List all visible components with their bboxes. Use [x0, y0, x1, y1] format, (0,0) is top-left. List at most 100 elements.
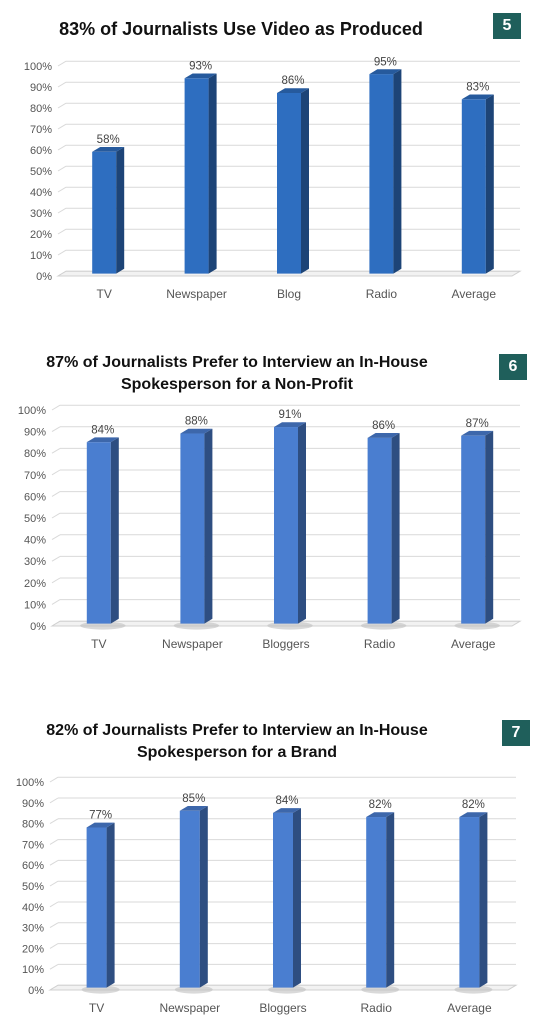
bar-top [459, 812, 488, 818]
data-label: 91% [278, 409, 301, 421]
gridline-depth [51, 512, 61, 519]
y-tick-label: 70% [22, 839, 44, 851]
x-category-label: Bloggers [262, 637, 309, 651]
bar-side [204, 428, 213, 624]
gridline-depth [51, 469, 61, 476]
x-category-label: Blog [277, 287, 301, 301]
chart-title-line-1: 82% of Journalists Prefer to Interview a… [46, 722, 428, 739]
bar-chart-plot: 0% 10% 20% 30% 40% 50% 60% 70% 80% 90% 100% 84% TV 88… [18, 404, 522, 651]
data-label: 83% [466, 82, 489, 94]
bar-side [298, 422, 306, 624]
bar-radio [367, 437, 392, 624]
gridline-depth [51, 555, 61, 562]
gridline-depth [57, 81, 67, 88]
y-tick-label: 80% [22, 819, 44, 831]
bar-average [459, 817, 480, 988]
bar-side [208, 73, 217, 274]
chart-title: 87% of Journalists Prefer to Interview a… [0, 352, 474, 396]
gridline-depth [49, 963, 59, 970]
chart-non-profit-spokesperson: 87% of Journalists Prefer to Interview a… [0, 346, 534, 666]
gridline-depth [49, 901, 59, 908]
bar-radio [366, 817, 387, 988]
bar-radio [369, 74, 394, 274]
chart-video-as-produced: 83% of Journalists Use Video as Produced… [0, 0, 534, 318]
bar-chart-plot: 0% 10% 20% 30% 40% 50% 60% 70% 80% 90% 100% 77% TV 85… [16, 776, 518, 1015]
gridline-depth [51, 534, 61, 541]
y-tick-label: 40% [30, 187, 52, 199]
chart-number-badge: 6 [499, 354, 527, 380]
y-tick-label: 20% [30, 229, 52, 241]
y-tick-label: 80% [24, 448, 46, 460]
bar-top [274, 422, 306, 428]
bar-side [106, 822, 115, 988]
gridline-depth [51, 426, 61, 433]
gridline-depth [49, 922, 59, 929]
y-tick-label: 0% [30, 621, 46, 633]
data-label: 84% [91, 424, 114, 436]
y-tick-label: 20% [22, 943, 44, 955]
y-tick-label: 50% [30, 166, 52, 178]
bar-side [293, 808, 301, 988]
bar-side [391, 433, 400, 624]
y-tick-label: 30% [24, 556, 46, 568]
gridline-depth [57, 249, 67, 256]
gridline-depth [57, 123, 67, 130]
data-label: 86% [281, 75, 304, 87]
y-tick-label: 20% [24, 578, 46, 590]
y-tick-label: 0% [28, 985, 44, 997]
bar-top [273, 808, 301, 813]
y-tick-label: 10% [30, 250, 52, 262]
data-label: 93% [189, 61, 212, 73]
gridline-depth [57, 60, 67, 67]
y-tick-label: 50% [22, 881, 44, 893]
bar-top [367, 433, 400, 438]
bar-tv [86, 827, 107, 988]
bar-top [366, 812, 395, 818]
gridline-depth [49, 818, 59, 825]
bar-side [386, 812, 395, 988]
x-category-label: Newspaper [159, 1001, 220, 1015]
x-category-label: Newspaper [162, 637, 223, 651]
gridline-depth [49, 859, 59, 866]
chart-title-line-2: Spokesperson for a Non-Profit [120, 376, 354, 393]
y-tick-label: 60% [22, 860, 44, 872]
y-tick-label: 70% [24, 470, 46, 482]
bar-newspaper [180, 433, 205, 624]
x-category-label: TV [89, 1001, 104, 1015]
y-tick-label: 40% [24, 535, 46, 547]
bar-top [184, 73, 217, 79]
bar-side [116, 147, 125, 274]
gridline-depth [49, 839, 59, 845]
y-tick-label: 50% [24, 513, 46, 525]
y-tick-label: 90% [22, 798, 44, 810]
gridline-depth [51, 447, 61, 454]
bar-chart-plot: 0% 10% 20% 30% 40% 50% 60% 70% 80% 90% 100% 58% TV 93… [24, 56, 522, 301]
bar-top [461, 430, 494, 436]
bar-tv [86, 442, 111, 624]
bar-top [277, 88, 309, 93]
bar-top [92, 147, 125, 152]
gridline-depth [51, 599, 61, 605]
chart-number-badge: 5 [493, 13, 521, 39]
bar-average [461, 435, 486, 624]
bar-bloggers [273, 812, 293, 988]
data-label: 84% [275, 795, 298, 807]
gridline-depth [57, 165, 67, 172]
gridline-depth [57, 102, 67, 109]
gridline-depth [49, 880, 59, 887]
data-label: 58% [97, 134, 120, 146]
bar-top [461, 94, 494, 100]
bar-top [180, 428, 213, 434]
y-tick-label: 40% [22, 902, 44, 914]
bar-top [86, 822, 115, 828]
chart-title: 83% of Journalists Use Video as Produced [59, 19, 423, 39]
gridline-depth [57, 144, 67, 151]
y-tick-label: 30% [22, 923, 44, 935]
bar-tv [92, 151, 117, 274]
bar-side [393, 69, 402, 274]
data-label: 82% [369, 799, 392, 811]
data-label: 77% [89, 810, 112, 822]
bar-side [485, 94, 494, 274]
chart-title-line-2: Spokesperson for a Brand [136, 744, 338, 761]
y-tick-label: 0% [36, 271, 52, 283]
